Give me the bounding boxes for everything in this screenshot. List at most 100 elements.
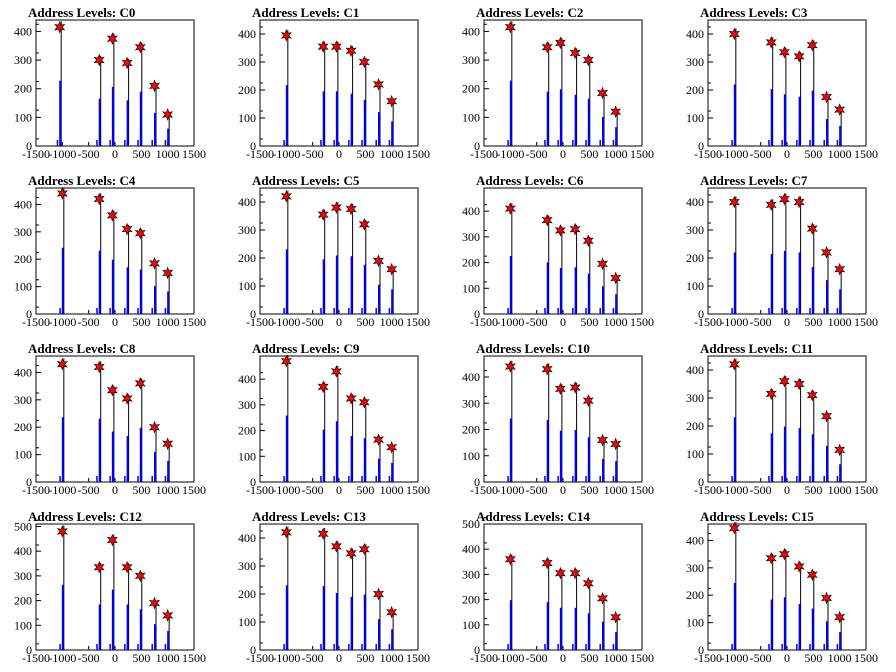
x-tick-label: 1500 <box>854 315 878 329</box>
histogram-bin <box>322 259 325 314</box>
x-tick-label: -500 <box>78 147 100 161</box>
histogram-bin-low <box>572 476 574 482</box>
peak-marker <box>345 202 357 216</box>
peak-marker <box>134 377 146 390</box>
x-tick-label: 0 <box>336 483 342 497</box>
y-tick-label: 0 <box>698 307 704 321</box>
x-tick-label: 1500 <box>630 651 654 665</box>
histogram-bin <box>826 445 828 482</box>
x-tick-label: 0 <box>560 315 566 329</box>
y-tick-label: 200 <box>686 588 704 602</box>
histogram-bin <box>154 451 156 482</box>
peak-marker <box>834 443 846 457</box>
histogram-bin <box>559 430 562 482</box>
peak-marker <box>504 552 516 566</box>
histogram-bin-low <box>137 644 139 650</box>
x-tick-label: 1500 <box>182 483 206 497</box>
x-tick-label: 1000 <box>604 651 628 665</box>
histogram-bin <box>798 96 801 146</box>
y-tick-label: 0 <box>698 643 704 657</box>
x-tick-label: 1000 <box>604 483 628 497</box>
y-tick-label: 100 <box>462 110 480 124</box>
y-tick-label: 400 <box>14 544 32 558</box>
histogram-bin <box>350 436 353 482</box>
peak-marker <box>778 547 790 561</box>
x-tick-label: 1500 <box>182 147 206 161</box>
x-tick-label: 0 <box>784 483 790 497</box>
histogram-bin <box>587 98 590 146</box>
histogram-bin <box>59 80 62 146</box>
histogram-bin-low <box>151 308 153 314</box>
y-tick-label: 100 <box>238 449 256 463</box>
plot-frame <box>35 523 195 651</box>
x-tick-label: 500 <box>580 147 598 161</box>
x-tick-label: 1000 <box>380 483 404 497</box>
peak-marker <box>793 195 805 209</box>
x-tick-label: 0 <box>336 147 342 161</box>
peak-marker <box>317 208 329 221</box>
histogram-bin <box>509 80 512 146</box>
x-tick-label: -1000 <box>720 651 748 665</box>
plot-frame <box>259 355 419 483</box>
histogram-bin <box>783 94 786 146</box>
histogram-bin-low <box>544 644 546 650</box>
histogram-bin-low <box>109 644 111 650</box>
x-tick-label: 1500 <box>406 315 430 329</box>
histogram-bin-low <box>320 308 322 314</box>
y-tick-label: 300 <box>238 55 256 69</box>
peak-marker <box>106 209 118 222</box>
histogram-bin-low <box>731 140 733 146</box>
x-tick-label: 1000 <box>156 483 180 497</box>
y-tick-label: 400 <box>686 195 704 209</box>
histogram-bin-low <box>809 644 811 650</box>
x-tick-label: -500 <box>302 483 324 497</box>
peak-marker <box>162 266 174 280</box>
histogram-bin-low <box>361 308 363 314</box>
y-tick-label: 100 <box>462 618 480 632</box>
x-tick-label: -1000 <box>272 147 300 161</box>
histogram-bin <box>574 430 577 482</box>
peak-marker <box>820 90 833 104</box>
histogram-bin <box>363 438 366 482</box>
peak-marker <box>728 27 740 41</box>
y-tick-label: 100 <box>686 279 704 293</box>
y-tick-label: 200 <box>686 419 704 433</box>
histogram-bin <box>61 584 64 650</box>
histogram-bin <box>154 624 156 650</box>
histogram-panel: Address Levels: C4 0 100 200 300 400 -1500-100… <box>14 173 206 329</box>
peak-marker <box>820 591 833 605</box>
y-tick-label: 100 <box>14 280 32 294</box>
histogram-bin-low <box>109 308 111 314</box>
x-tick-label: -500 <box>750 315 772 329</box>
histogram-bin <box>378 284 380 314</box>
histogram-bin-low <box>768 308 770 314</box>
histogram-bin <box>335 255 338 314</box>
peak-marker <box>569 381 581 394</box>
histogram-bin <box>783 250 786 314</box>
histogram-bin <box>559 607 562 650</box>
histogram-bin-low <box>137 140 139 146</box>
x-tick-label: 1000 <box>380 651 404 665</box>
y-tick-label: 100 <box>14 448 32 462</box>
y-tick-label: 400 <box>14 197 32 211</box>
histogram-bin <box>602 116 604 146</box>
peak-marker <box>834 610 846 624</box>
histogram-bin-low <box>137 308 139 314</box>
histogram-bin <box>733 417 736 482</box>
plot-frame <box>35 355 195 483</box>
peak-marker <box>280 526 292 539</box>
panel-title: Address Levels: C15 <box>700 509 814 524</box>
histogram-bin-low <box>124 140 126 146</box>
histogram-panel: Address Levels: C15 0 100 200 300 400 -1500-10… <box>686 509 878 665</box>
peak-marker <box>330 365 342 378</box>
histogram-bin-low <box>768 140 770 146</box>
y-tick-label: 200 <box>462 423 480 437</box>
x-tick-label: -1000 <box>720 483 748 497</box>
x-tick-label: 1000 <box>828 483 852 497</box>
histogram-bin <box>546 602 549 650</box>
x-tick-label: 500 <box>580 483 598 497</box>
histogram-bin <box>335 421 338 482</box>
x-tick-label: 500 <box>580 315 598 329</box>
histogram-bin-low <box>333 308 335 314</box>
histogram-bin <box>378 112 380 146</box>
